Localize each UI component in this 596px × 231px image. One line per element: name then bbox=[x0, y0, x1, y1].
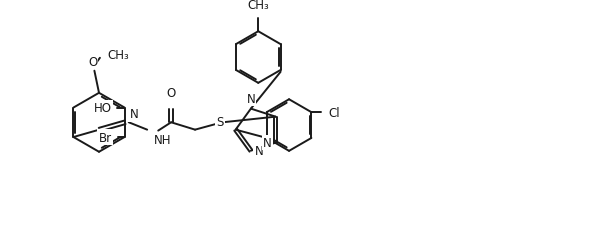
Text: NH: NH bbox=[154, 134, 171, 147]
Text: N: N bbox=[247, 93, 255, 106]
Text: Cl: Cl bbox=[328, 106, 340, 119]
Text: Br: Br bbox=[98, 131, 111, 144]
Text: N: N bbox=[254, 145, 263, 158]
Text: O: O bbox=[166, 87, 176, 100]
Text: CH₃: CH₃ bbox=[247, 0, 269, 12]
Text: S: S bbox=[216, 115, 224, 128]
Text: N: N bbox=[263, 137, 272, 149]
Text: CH₃: CH₃ bbox=[107, 49, 129, 61]
Text: HO: HO bbox=[94, 102, 111, 115]
Text: O: O bbox=[88, 56, 97, 69]
Text: N: N bbox=[130, 108, 138, 121]
